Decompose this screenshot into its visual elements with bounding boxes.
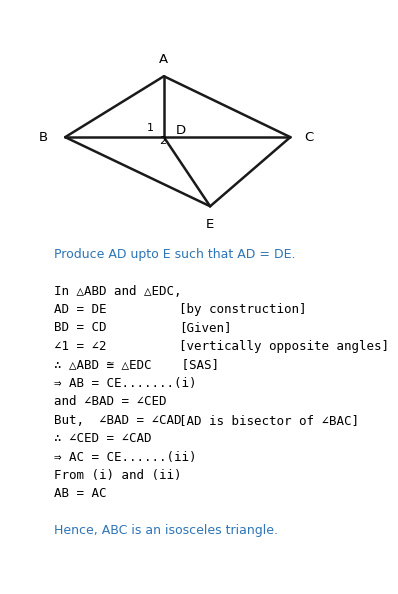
Text: But,  ∠BAD = ∠CAD: But, ∠BAD = ∠CAD (55, 413, 182, 426)
Text: ⇒ AC = CE......(ii): ⇒ AC = CE......(ii) (55, 450, 197, 463)
Text: C: C (304, 131, 314, 144)
Text: AB = AC: AB = AC (55, 488, 107, 500)
Text: [AD is bisector of ∠BAC]: [AD is bisector of ∠BAC] (179, 413, 359, 426)
Text: ∴ △ABD ≅ △EDC    [SAS]: ∴ △ABD ≅ △EDC [SAS] (55, 358, 219, 371)
Text: B: B (39, 131, 48, 144)
Text: [vertically opposite angles]: [vertically opposite angles] (179, 340, 389, 353)
Text: and ∠BAD = ∠CED: and ∠BAD = ∠CED (55, 395, 167, 408)
Text: BD = CD: BD = CD (55, 321, 107, 334)
Text: [Given]: [Given] (179, 321, 232, 334)
Text: 1: 1 (146, 123, 154, 133)
Text: From (i) and (ii): From (i) and (ii) (55, 469, 182, 482)
Text: Hence, ABC is an isosceles triangle.: Hence, ABC is an isosceles triangle. (55, 525, 278, 537)
Text: In △ABD and △EDC,: In △ABD and △EDC, (55, 285, 182, 298)
Text: [by construction]: [by construction] (179, 303, 307, 316)
Text: ∴ ∠CED = ∠CAD: ∴ ∠CED = ∠CAD (55, 432, 152, 445)
Text: A: A (159, 53, 168, 67)
Text: Produce AD upto E such that AD = DE.: Produce AD upto E such that AD = DE. (55, 248, 296, 261)
Text: E: E (206, 218, 214, 231)
Text: ∠1 = ∠2: ∠1 = ∠2 (55, 340, 107, 353)
Text: ⇒ AB = CE.......(i): ⇒ AB = CE.......(i) (55, 377, 197, 390)
Text: AD = DE: AD = DE (55, 303, 107, 316)
Text: 2: 2 (159, 136, 166, 146)
Text: D: D (176, 124, 186, 137)
